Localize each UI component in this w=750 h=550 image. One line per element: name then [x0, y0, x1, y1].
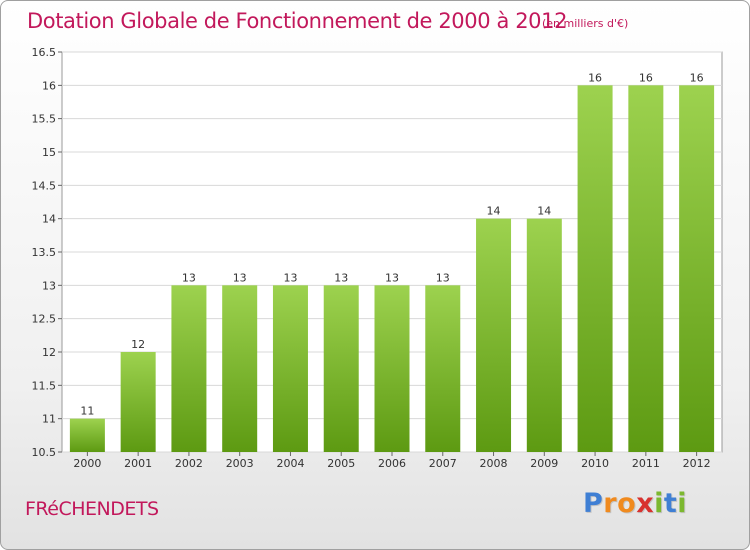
- value-label: 13: [283, 271, 297, 284]
- bar: [679, 85, 715, 452]
- bar: [323, 285, 359, 452]
- y-tick-label: 12.5: [32, 313, 57, 326]
- bar: [272, 285, 308, 452]
- x-tick-label: 2000: [73, 457, 101, 470]
- bar: [628, 85, 664, 452]
- bar: [120, 352, 156, 452]
- y-tick-label: 14.5: [32, 179, 57, 192]
- y-tick-label: 16.5: [32, 46, 57, 59]
- x-tick-label: 2010: [581, 457, 609, 470]
- x-tick-label: 2001: [124, 457, 152, 470]
- bar: [171, 285, 207, 452]
- y-tick-label: 13: [42, 279, 56, 292]
- value-label: 12: [131, 338, 145, 351]
- logo-letter: P: [583, 488, 604, 519]
- chart-title: Dotation Globale de Fonctionnement de 20…: [27, 9, 568, 33]
- logo-letter: t: [663, 488, 678, 519]
- x-tick-label: 2004: [276, 457, 304, 470]
- y-tick-label: 15: [42, 146, 56, 159]
- bar: [374, 285, 410, 452]
- logo-letter: i: [654, 488, 664, 519]
- chart-subtitle: (en milliers d'€): [542, 17, 629, 30]
- value-label: 13: [436, 271, 450, 284]
- value-label: 11: [80, 405, 94, 418]
- logo-letter: i: [677, 488, 688, 519]
- x-tick-label: 2002: [175, 457, 203, 470]
- x-tick-label: 2012: [683, 457, 711, 470]
- bar: [69, 418, 105, 452]
- x-tick-label: 2007: [429, 457, 457, 470]
- y-tick-label: 13.5: [32, 246, 57, 259]
- y-tick-label: 15.5: [32, 113, 57, 126]
- y-tick-label: 11: [42, 413, 56, 426]
- value-label: 13: [233, 271, 247, 284]
- value-label: 13: [385, 271, 399, 284]
- logo-letter: x: [636, 488, 655, 519]
- y-tick-label: 10.5: [32, 446, 57, 459]
- y-tick-label: 16: [42, 79, 56, 92]
- value-label: 16: [690, 71, 704, 84]
- proxiti-logo: Proxiti: [583, 488, 687, 519]
- value-label: 14: [487, 205, 501, 218]
- y-tick-label: 12: [42, 346, 56, 359]
- x-tick-label: 2005: [327, 457, 355, 470]
- bar: [526, 218, 562, 452]
- logo-letter: r: [603, 488, 618, 519]
- y-tick-label: 14: [42, 213, 56, 226]
- value-label: 13: [182, 271, 196, 284]
- y-tick-label: 11.5: [32, 379, 57, 392]
- x-tick-label: 2003: [226, 457, 254, 470]
- bar: [222, 285, 258, 452]
- value-label: 13: [334, 271, 348, 284]
- x-tick-label: 2011: [632, 457, 660, 470]
- logo-letter: o: [617, 488, 637, 519]
- x-tick-label: 2009: [530, 457, 558, 470]
- value-label: 16: [639, 71, 653, 84]
- x-tick-label: 2008: [480, 457, 508, 470]
- commune-name: FRéCHENDETS: [25, 498, 159, 520]
- value-label: 16: [588, 71, 602, 84]
- bar: [577, 85, 613, 452]
- x-tick-label: 2006: [378, 457, 406, 470]
- bar: [425, 285, 461, 452]
- bar: [476, 218, 512, 452]
- value-label: 14: [537, 205, 551, 218]
